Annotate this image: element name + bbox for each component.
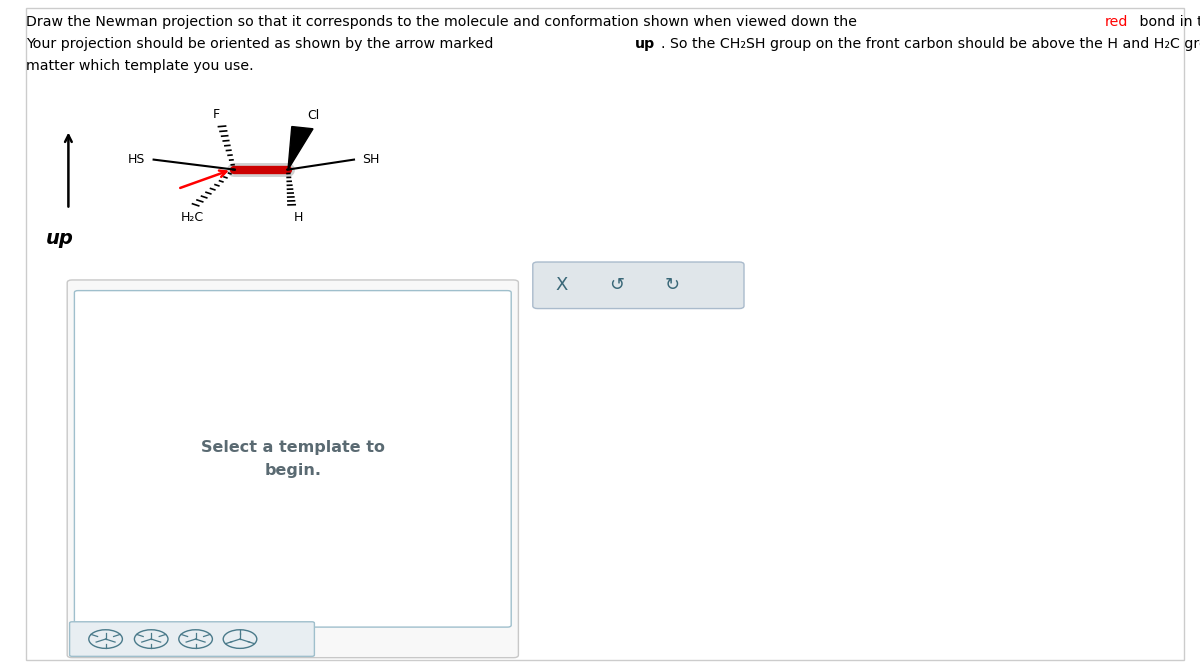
Text: Cl: Cl	[307, 109, 319, 122]
Text: bond in the direction of the: bond in the direction of the	[1135, 15, 1200, 29]
Text: Draw the Newman projection so that it corresponds to the molecule and conformati: Draw the Newman projection so that it co…	[26, 15, 862, 29]
Text: ↻: ↻	[665, 276, 679, 295]
FancyBboxPatch shape	[74, 291, 511, 627]
Text: X: X	[556, 276, 568, 295]
Text: Your projection should be oriented as shown by the arrow marked: Your projection should be oriented as sh…	[26, 37, 498, 51]
Text: H: H	[294, 211, 304, 225]
Text: HS: HS	[128, 153, 145, 166]
Polygon shape	[288, 126, 313, 170]
Text: ↺: ↺	[610, 276, 624, 295]
Text: Select a template to
begin.: Select a template to begin.	[200, 440, 385, 478]
Text: . So the CH₂SH group on the front carbon should be above the H and H₂C groups, n: . So the CH₂SH group on the front carbon…	[661, 37, 1200, 51]
FancyBboxPatch shape	[67, 280, 518, 658]
Text: H₂C: H₂C	[180, 211, 204, 225]
Text: red: red	[1104, 15, 1128, 29]
Text: matter which template you use.: matter which template you use.	[26, 59, 254, 72]
FancyBboxPatch shape	[70, 622, 314, 656]
Text: SH: SH	[362, 153, 379, 166]
Text: F: F	[212, 108, 220, 121]
Text: up: up	[46, 229, 73, 249]
FancyBboxPatch shape	[533, 262, 744, 309]
Text: up: up	[635, 37, 655, 51]
